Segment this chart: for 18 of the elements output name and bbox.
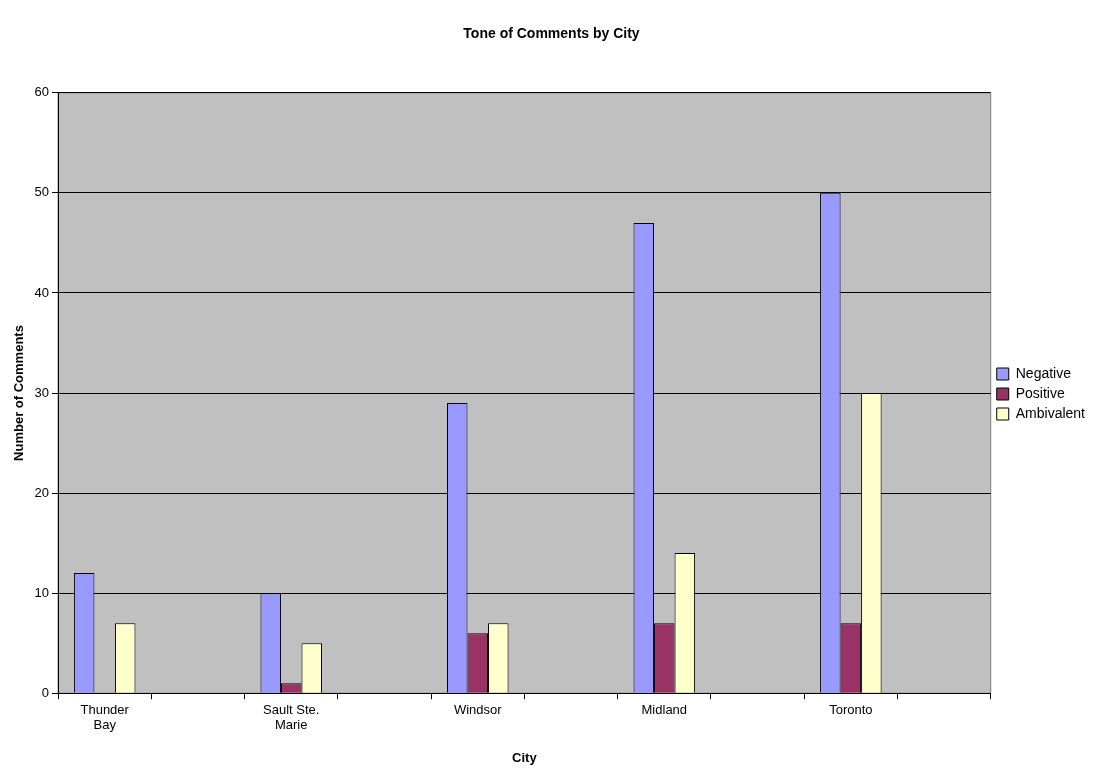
legend-label: Ambivalent — [1015, 404, 1086, 421]
legend-label: Positive — [1015, 384, 1065, 401]
x-tick-label: Toronto — [829, 701, 873, 717]
y-tick-label: 50 — [34, 184, 50, 200]
y-tick-label: 60 — [34, 84, 50, 100]
x-tick-label: Windsor — [453, 701, 503, 717]
x-tick-label: Midland — [641, 701, 688, 717]
y-axis-title: Number of Comments — [11, 325, 27, 461]
x-tick-label: Sault Ste. Marie — [263, 701, 320, 733]
y-tick-label: 20 — [34, 484, 50, 500]
y-tick-label: 0 — [41, 684, 50, 700]
x-tick-label: Thunder Bay — [80, 701, 130, 733]
y-tick-label: 40 — [34, 284, 50, 300]
y-tick-label: 10 — [34, 584, 50, 600]
x-axis-title: City — [512, 749, 538, 765]
y-tick-label: 30 — [34, 384, 50, 400]
legend-label: Negative — [1015, 364, 1072, 381]
chart-title: Tone of Comments by City — [463, 25, 640, 42]
